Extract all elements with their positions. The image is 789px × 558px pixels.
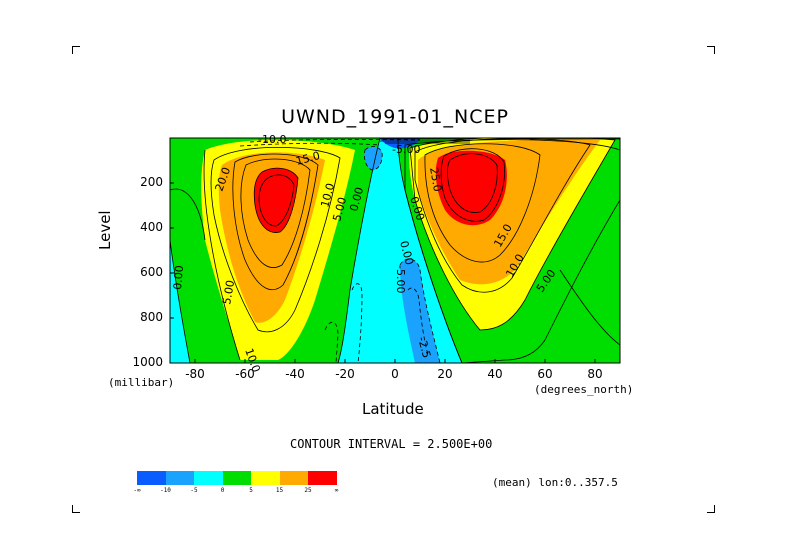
x-tick-label: 20	[437, 367, 453, 381]
field-orange-sh	[218, 152, 325, 323]
x-tick-label: -60	[235, 367, 255, 381]
field-blue-tropopause	[364, 146, 383, 170]
x-tick-label: -20	[335, 367, 355, 381]
x-tick-label: 60	[537, 367, 553, 381]
contour-label: 5.00	[220, 279, 237, 305]
contour-label: -2.5	[415, 335, 433, 359]
colorbar-label: 15	[275, 487, 284, 494]
contour-label: 0.00	[171, 265, 186, 291]
footer-note: (mean) lon:0..357.5	[492, 476, 618, 489]
colorbar-label: 25	[304, 487, 312, 494]
chart-title: UWND_1991-01_NCEP	[281, 106, 509, 128]
x-units: (degrees_north)	[534, 383, 634, 396]
contour-label: 0.00	[347, 186, 366, 213]
contour-lines	[170, 138, 620, 363]
colorbar-swatch	[222, 471, 251, 485]
colorbar-label: 5	[249, 487, 253, 494]
field-red-nh	[435, 150, 507, 226]
contour-label: 0.00	[397, 239, 416, 266]
y-units: (millibar)	[108, 376, 175, 389]
contour-label: 25.0	[427, 166, 444, 192]
field-red-sh	[254, 168, 298, 233]
y-tick-label: 800	[140, 310, 163, 324]
x-tick-label: 40	[487, 367, 503, 381]
colorbar-swatch	[279, 471, 308, 485]
colorbar-swatch	[137, 471, 166, 485]
contour-label: 10.0	[318, 182, 337, 209]
x-tick-label: -40	[285, 367, 305, 381]
contour-label: 15.0	[294, 149, 321, 168]
contour-label: -10.0	[258, 133, 286, 146]
contour-label: -5.00	[394, 265, 407, 293]
contour-label: 5.00	[330, 196, 349, 223]
contour-lines-negative	[239, 139, 441, 363]
contour-interval: CONTOUR INTERVAL = 2.500E+00	[290, 437, 493, 451]
y-axis-title: Level	[96, 210, 114, 250]
plot-field	[170, 138, 620, 363]
colorbar-swatch	[308, 471, 337, 485]
contour-label: -5.00	[392, 143, 420, 156]
x-tick-label: 80	[587, 367, 603, 381]
y-tick-label: 1000	[132, 355, 163, 369]
x-tick-label: -80	[185, 367, 205, 381]
colorbar-label: -10	[160, 487, 171, 494]
frame-corner-top-right	[707, 46, 715, 54]
colorbar-label: -∞	[133, 487, 141, 494]
colorbar-label: ∞	[334, 487, 339, 494]
y-tick-label: 200	[140, 175, 163, 189]
x-tick-label: 0	[391, 367, 399, 381]
x-tick-marks	[194, 359, 596, 363]
colorbar-swatch	[165, 471, 194, 485]
x-axis-title: Latitude	[362, 400, 424, 418]
frame-corner-bottom-left	[72, 505, 80, 513]
frame-corner-top-left	[72, 46, 80, 54]
y-tick-label: 400	[140, 220, 163, 234]
frame-corner-bottom-right	[707, 505, 715, 513]
upper-dense-contours	[380, 138, 620, 144]
y-tick-label: 600	[140, 265, 163, 279]
y-tick-marks	[170, 182, 174, 364]
colorbar-swatch	[251, 471, 280, 485]
colorbar-label: 0	[220, 487, 225, 494]
colorbar-swatch	[194, 471, 223, 485]
colorbar-label: -5	[190, 487, 198, 494]
